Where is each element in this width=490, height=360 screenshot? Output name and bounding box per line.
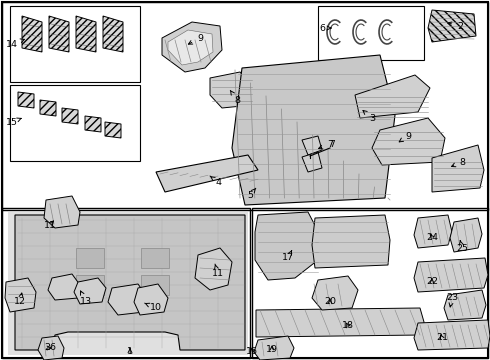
- Text: 3: 3: [363, 111, 375, 122]
- Polygon shape: [74, 278, 106, 304]
- Polygon shape: [76, 16, 96, 52]
- Bar: [252, 208, 488, 358]
- Bar: [141, 248, 169, 268]
- Text: 21: 21: [436, 333, 448, 342]
- Polygon shape: [414, 320, 490, 350]
- Text: 1: 1: [127, 347, 133, 356]
- Polygon shape: [103, 16, 123, 52]
- Polygon shape: [444, 290, 486, 320]
- Text: 8: 8: [230, 90, 240, 104]
- Polygon shape: [108, 284, 148, 315]
- Text: 16: 16: [246, 347, 258, 356]
- Polygon shape: [428, 10, 476, 42]
- Text: 5: 5: [247, 188, 256, 199]
- Text: 6: 6: [319, 23, 331, 32]
- Bar: [2, 208, 250, 358]
- Polygon shape: [312, 276, 358, 310]
- Text: 11: 11: [212, 264, 224, 279]
- Bar: [10, 6, 140, 82]
- Polygon shape: [134, 284, 168, 315]
- Polygon shape: [450, 218, 482, 252]
- Polygon shape: [195, 248, 232, 290]
- Text: 20: 20: [324, 297, 336, 306]
- Polygon shape: [44, 196, 80, 228]
- Polygon shape: [372, 118, 445, 165]
- Text: 25: 25: [456, 240, 468, 252]
- Polygon shape: [255, 212, 320, 280]
- Text: 22: 22: [426, 278, 438, 287]
- Text: 12: 12: [14, 293, 26, 306]
- Polygon shape: [414, 215, 452, 248]
- Polygon shape: [40, 100, 56, 116]
- Polygon shape: [312, 215, 390, 268]
- Bar: [318, 6, 424, 60]
- Polygon shape: [49, 16, 69, 52]
- Polygon shape: [156, 155, 258, 192]
- Polygon shape: [48, 274, 80, 300]
- Polygon shape: [62, 108, 78, 124]
- Text: 9: 9: [399, 131, 411, 142]
- Bar: [76, 248, 104, 268]
- Text: 8: 8: [452, 158, 465, 167]
- Polygon shape: [85, 116, 101, 132]
- Polygon shape: [355, 75, 430, 118]
- Polygon shape: [254, 336, 294, 360]
- Text: 15: 15: [6, 117, 21, 126]
- Polygon shape: [232, 55, 395, 205]
- Text: 9: 9: [189, 33, 203, 44]
- Polygon shape: [432, 145, 484, 192]
- Polygon shape: [302, 136, 322, 155]
- Bar: [141, 275, 169, 295]
- Text: 10: 10: [145, 303, 162, 312]
- Text: 7: 7: [318, 140, 333, 149]
- Text: 19: 19: [266, 346, 278, 355]
- Bar: [2, 2, 488, 210]
- Text: 4: 4: [210, 176, 221, 186]
- Polygon shape: [414, 258, 488, 292]
- Polygon shape: [256, 308, 424, 337]
- Polygon shape: [162, 22, 222, 72]
- Text: 2: 2: [448, 22, 463, 31]
- Polygon shape: [8, 212, 248, 355]
- Polygon shape: [22, 16, 42, 52]
- Polygon shape: [105, 122, 121, 138]
- Polygon shape: [210, 72, 255, 108]
- Polygon shape: [15, 215, 245, 350]
- Text: 7: 7: [329, 140, 335, 149]
- Polygon shape: [302, 152, 322, 172]
- Bar: [76, 275, 104, 295]
- Text: 26: 26: [44, 343, 56, 352]
- Polygon shape: [5, 278, 36, 312]
- Text: 13: 13: [80, 291, 92, 306]
- Text: 18: 18: [342, 321, 354, 330]
- Text: 23: 23: [446, 293, 458, 307]
- Polygon shape: [38, 336, 64, 360]
- Text: 17: 17: [282, 251, 294, 262]
- Text: 14: 14: [6, 39, 25, 49]
- Polygon shape: [168, 30, 213, 65]
- Text: 24: 24: [426, 233, 438, 242]
- Bar: [10, 85, 140, 161]
- Text: 11: 11: [44, 220, 56, 230]
- Polygon shape: [18, 92, 34, 108]
